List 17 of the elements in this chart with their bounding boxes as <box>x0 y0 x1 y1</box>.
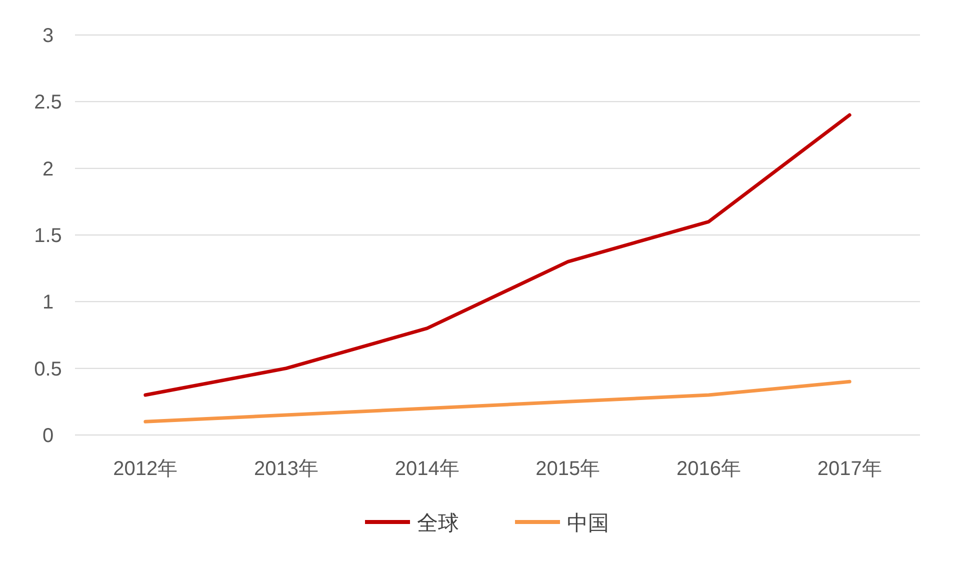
legend-label: 全球 <box>417 512 459 535</box>
line-series <box>144 113 852 397</box>
x-tick-label: 2017年 <box>817 458 882 480</box>
y-tick-label: 1 <box>42 292 54 314</box>
y-tick-label: 0 <box>42 425 54 447</box>
x-tick-label: 2013年 <box>254 458 318 480</box>
x-tick-label: 2014年 <box>394 458 460 480</box>
y-tick-label: 3 <box>42 25 54 47</box>
line-series <box>144 380 852 424</box>
y-tick-label: 2 <box>42 158 54 180</box>
y-tick-label: 1.5 <box>34 225 62 247</box>
x-tick-label: 2012年 <box>113 458 178 480</box>
y-tick-label: 2.5 <box>34 92 62 114</box>
legend-label: 中国 <box>567 512 609 535</box>
x-tick-label: 2015年 <box>536 458 600 480</box>
x-tick-label: 2016年 <box>676 458 741 480</box>
y-tick-label: 0.5 <box>34 358 62 380</box>
